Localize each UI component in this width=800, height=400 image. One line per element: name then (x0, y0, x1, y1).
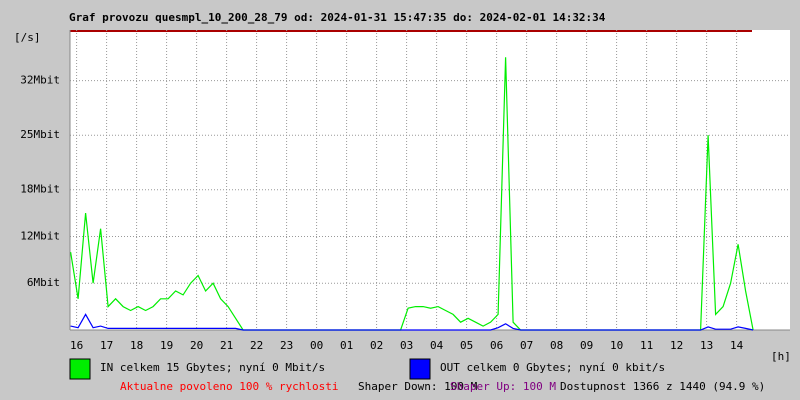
x-tick-label: 22 (250, 339, 263, 352)
legend-label: OUT celkem 0 Gbytes; nyní 0 kbit/s (440, 361, 665, 374)
chart-title: Graf provozu quesmpl_10_200_28_79 od: 20… (69, 11, 606, 24)
legend-swatch (409, 358, 431, 380)
x-tick-label: 02 (370, 339, 383, 352)
x-tick-label: 13 (700, 339, 713, 352)
y-tick-label: 32Mbit (20, 74, 60, 87)
plot-area (70, 30, 790, 330)
note: Aktualne povoleno 100 % rychlosti (120, 380, 339, 393)
x-tick-label: 14 (730, 339, 744, 352)
note: Shaper Up: 100 M (450, 380, 556, 393)
x-tick-label: 19 (160, 339, 173, 352)
x-tick-label: 11 (640, 339, 653, 352)
legend-label: IN celkem 15 Gbytes; nyní 0 Mbit/s (100, 361, 325, 374)
series-line (70, 313, 754, 331)
x-tick-label: 07 (520, 339, 533, 352)
x-tick-label: 10 (610, 339, 623, 352)
y-axis-label: [/s] (14, 31, 41, 44)
x-axis-label: [h] (771, 350, 791, 363)
x-tick-label: 20 (190, 339, 203, 352)
x-tick-label: 23 (280, 339, 293, 352)
x-tick-label: 18 (130, 339, 143, 352)
x-tick-label: 05 (460, 339, 473, 352)
y-tick-label: 12Mbit (20, 229, 60, 242)
x-tick-label: 04 (430, 339, 444, 352)
note: Dostupnost 1366 z 1440 (94.9 %) (560, 380, 765, 393)
x-tick-label: 08 (550, 339, 563, 352)
x-tick-label: 12 (670, 339, 683, 352)
y-tick-label: 18Mbit (20, 183, 60, 196)
x-tick-label: 17 (100, 339, 113, 352)
note: Shaper Down: 100 M (358, 380, 478, 393)
x-tick-label: 06 (490, 339, 503, 352)
legend-swatch (69, 358, 91, 380)
x-tick-label: 01 (340, 339, 353, 352)
x-tick-label: 03 (400, 339, 413, 352)
y-tick-label: 6Mbit (27, 276, 60, 289)
x-tick-label: 16 (70, 339, 83, 352)
x-tick-label: 09 (580, 339, 593, 352)
x-tick-label: 00 (310, 339, 323, 352)
y-tick-label: 25Mbit (20, 128, 60, 141)
x-tick-label: 21 (220, 339, 233, 352)
